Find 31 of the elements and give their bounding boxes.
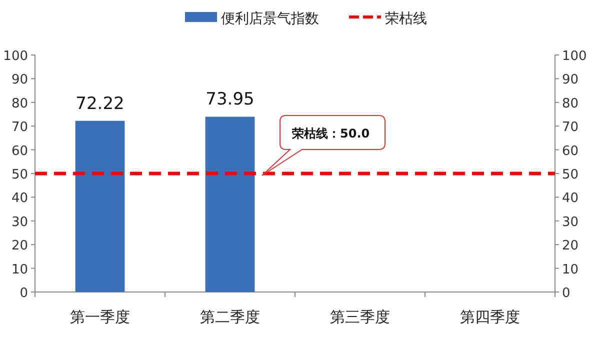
y-tick-label: 100 — [3, 49, 28, 64]
y2-tick-label: 90 — [562, 72, 579, 88]
x-tick-label: 第四季度 — [460, 308, 520, 326]
y-tick-label: 50 — [11, 168, 28, 182]
y2-tick-label: 0 — [562, 286, 570, 301]
y2-tick-label: 20 — [562, 238, 579, 254]
data-label: 73.95 — [206, 90, 254, 110]
data-label: 72.22 — [76, 94, 124, 114]
y2-tick-label: 100 — [562, 49, 587, 64]
y-tick-label: 0 — [20, 286, 28, 301]
y-tick-label: 10 — [11, 262, 28, 278]
x-tick-label: 第一季度 — [70, 308, 130, 326]
y2-tick-label: 10 — [562, 262, 579, 278]
y-tick-label: 90 — [11, 72, 28, 88]
annotation: 荣枯线：50.0 — [291, 126, 370, 140]
legend-label: 荣枯线 — [385, 11, 427, 27]
y2-tick-label: 70 — [562, 120, 579, 136]
y2-tick-label: 60 — [562, 144, 579, 159]
legend-label: 便利店景气指数 — [221, 11, 319, 27]
x-tick-label: 第三季度 — [330, 308, 390, 326]
y2-tick-label: 50 — [562, 168, 579, 182]
y2-tick-label: 80 — [562, 96, 579, 112]
y-tick-label: 70 — [11, 120, 28, 136]
y-tick-label: 40 — [11, 191, 28, 206]
y-tick-label: 20 — [11, 238, 28, 254]
y2-tick-label: 30 — [562, 214, 579, 230]
y-tick-label: 60 — [11, 144, 28, 159]
y-tick-label: 30 — [11, 214, 28, 230]
y-tick-label: 80 — [11, 96, 28, 112]
y2-tick-label: 40 — [562, 191, 579, 206]
x-tick-label: 第二季度 — [200, 308, 260, 326]
